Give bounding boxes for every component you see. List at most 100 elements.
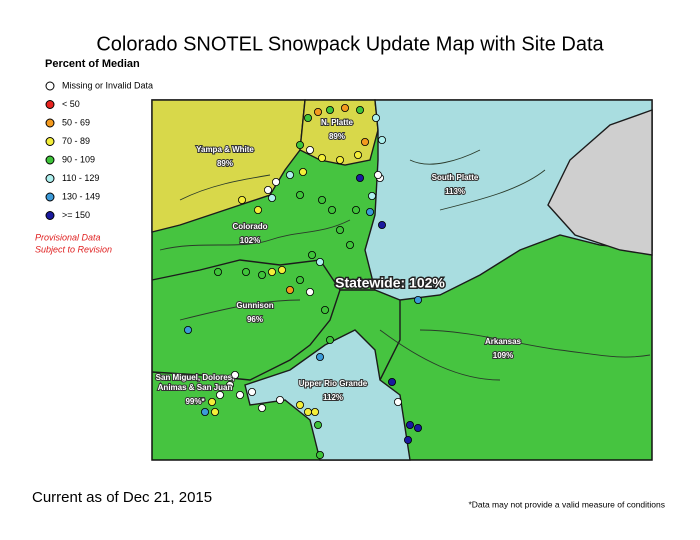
site	[327, 205, 336, 214]
site	[305, 145, 314, 154]
site	[325, 335, 334, 344]
site	[315, 257, 324, 266]
site	[285, 170, 294, 179]
basin-boundary	[151, 259, 341, 381]
basin-name: Colorado	[232, 222, 267, 231]
legend-swatch	[45, 137, 55, 146]
legend-label: Missing or Invalid Data	[62, 80, 153, 90]
site	[295, 275, 304, 284]
basin-value: 89%	[329, 132, 345, 141]
footnote: *Data may not provide a valid measure of…	[468, 499, 665, 509]
basin-name: Gunnison	[236, 301, 273, 310]
site	[353, 150, 362, 159]
note: Subject to Revision	[35, 244, 112, 254]
site	[355, 106, 364, 115]
site	[235, 390, 244, 399]
basin-value: 113%	[445, 187, 465, 196]
legend-swatch	[45, 211, 55, 220]
legend-label: 130 - 149	[62, 191, 100, 201]
site	[215, 390, 224, 399]
basin-value: 109%	[493, 351, 513, 360]
basin-name: N. Platte	[321, 118, 354, 127]
site	[387, 377, 396, 386]
site	[313, 420, 322, 429]
basin-name: San Miguel, Dolores,	[156, 373, 235, 382]
legend-label: < 50	[62, 99, 80, 109]
site	[263, 185, 272, 194]
basin-value: 112%	[323, 393, 343, 402]
site	[413, 295, 422, 304]
site	[315, 352, 324, 361]
site	[313, 108, 322, 117]
legend-swatch	[45, 81, 55, 91]
site	[335, 155, 344, 164]
site	[365, 207, 374, 216]
site	[241, 267, 250, 276]
basin-name: South Platte	[432, 173, 479, 182]
site	[213, 267, 222, 276]
site	[303, 407, 312, 416]
legend-label: 50 - 69	[62, 117, 90, 127]
note: Provisional Data	[35, 232, 101, 242]
legend-swatch	[45, 174, 55, 183]
site	[310, 407, 319, 416]
site	[298, 167, 307, 176]
site	[317, 195, 326, 204]
basin-area	[547, 109, 653, 256]
site	[367, 191, 376, 200]
site	[317, 153, 326, 162]
site	[303, 114, 312, 123]
site	[373, 170, 382, 179]
site	[267, 267, 276, 276]
legend-swatch	[45, 118, 55, 128]
river	[159, 149, 651, 381]
site	[275, 395, 284, 404]
legend-swatch	[45, 155, 55, 165]
site	[340, 104, 349, 113]
site	[207, 397, 216, 406]
site	[305, 287, 314, 296]
site	[405, 420, 414, 429]
site	[295, 400, 304, 409]
state	[151, 99, 653, 461]
basin-value: 89%	[217, 159, 233, 168]
site	[377, 220, 386, 229]
basin-boundary	[379, 300, 401, 381]
basin-value: 96%	[247, 315, 263, 324]
site	[295, 140, 304, 149]
site	[257, 403, 266, 412]
site	[377, 135, 386, 144]
site	[413, 423, 422, 432]
site	[393, 397, 402, 406]
basin-value: 99%*	[185, 397, 205, 406]
site	[351, 205, 360, 214]
site	[253, 205, 262, 214]
site	[230, 370, 239, 379]
site	[403, 435, 412, 444]
basin-name: Animas & San Juan	[158, 383, 233, 392]
legend-label: 110 - 129	[62, 173, 99, 183]
site	[277, 265, 286, 274]
basin-name: Arkansas	[485, 337, 522, 346]
legend-label: 70 - 89	[62, 136, 90, 146]
legend-label: 90 - 109	[62, 154, 95, 164]
legend-label: >= 150	[62, 210, 90, 220]
site	[183, 325, 192, 334]
statewide-label: Statewide: 102%	[335, 275, 445, 291]
site	[295, 190, 304, 199]
site	[355, 173, 364, 182]
site	[320, 305, 329, 314]
site	[247, 387, 256, 396]
site	[325, 106, 334, 115]
site	[210, 407, 219, 416]
site	[257, 270, 266, 279]
legend-swatch	[45, 100, 55, 109]
site	[315, 450, 324, 459]
site	[345, 240, 354, 249]
site	[200, 407, 209, 416]
site	[285, 285, 294, 294]
site	[237, 195, 246, 204]
basin-area	[244, 329, 411, 461]
legend-swatch	[45, 192, 55, 202]
